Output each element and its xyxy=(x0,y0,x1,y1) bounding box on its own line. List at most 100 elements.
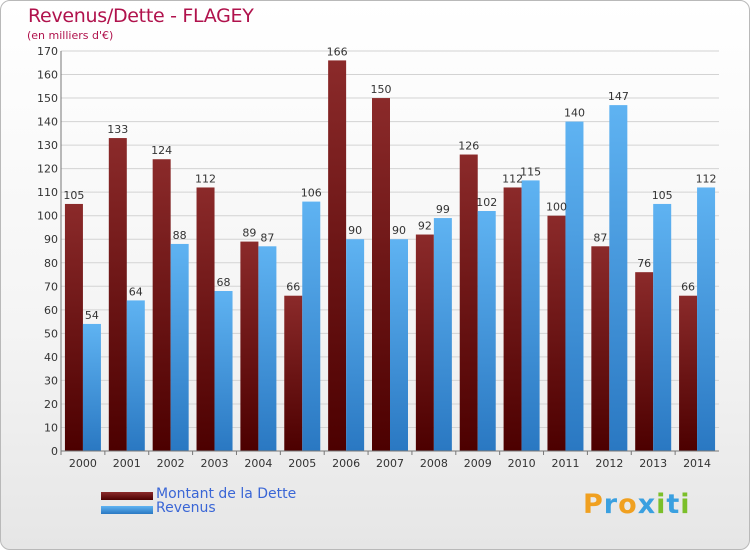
x-tick-label: 2000 xyxy=(69,457,97,470)
bar-dette xyxy=(547,215,566,451)
bar-revenus xyxy=(390,239,408,451)
data-label: 106 xyxy=(301,187,322,200)
data-label: 112 xyxy=(502,172,523,185)
logo-letter: P xyxy=(583,489,604,520)
y-tick-label: 10 xyxy=(44,421,58,434)
data-label: 112 xyxy=(195,172,216,185)
data-label: 124 xyxy=(151,144,172,157)
data-label: 99 xyxy=(436,203,450,216)
data-label: 76 xyxy=(637,257,651,270)
x-tick-labels: 2000 2001 2002 2003 2004 2005 2006 2007 2008 2009… xyxy=(60,451,711,470)
data-label: 87 xyxy=(260,231,274,244)
y-tick-label: 60 xyxy=(44,304,58,317)
x-tick-label: 2001 xyxy=(113,457,141,470)
data-label: 140 xyxy=(564,107,585,120)
bars xyxy=(64,60,716,452)
data-label: 66 xyxy=(681,281,695,294)
data-label: 150 xyxy=(371,83,392,96)
data-label: 68 xyxy=(217,276,231,289)
bar-dette xyxy=(459,154,478,451)
chart-subtitle: (en milliers d'€) xyxy=(27,29,114,42)
bar-dette xyxy=(591,246,610,451)
data-label: 66 xyxy=(286,281,300,294)
x-tick-label: 2003 xyxy=(201,457,229,470)
data-label: 133 xyxy=(107,123,128,136)
legend-label-dette: Montant de la Dette xyxy=(156,486,297,502)
y-tick-label: 140 xyxy=(37,116,58,129)
y-tick-label: 100 xyxy=(37,210,58,223)
bar-revenus xyxy=(126,300,145,451)
x-tick-label: 2014 xyxy=(683,457,711,470)
y-tick-label: 130 xyxy=(37,139,58,152)
bar-revenus xyxy=(477,211,496,451)
bar-revenus xyxy=(258,246,277,451)
data-label: 102 xyxy=(476,196,497,209)
y-tick-label: 90 xyxy=(44,233,58,246)
data-label: 147 xyxy=(608,90,629,103)
data-label: 166 xyxy=(327,45,348,58)
bar-revenus xyxy=(565,121,584,452)
data-label: 112 xyxy=(696,172,717,185)
x-tick-label: 2010 xyxy=(508,457,536,470)
y-tick-label: 80 xyxy=(44,257,58,270)
data-label: 90 xyxy=(392,224,406,237)
y-tick-label: 120 xyxy=(37,163,58,176)
y-tick-label: 50 xyxy=(44,327,58,340)
bar-dette xyxy=(196,187,215,451)
x-tick-label: 2002 xyxy=(157,457,185,470)
bar-dette xyxy=(152,159,171,451)
bar-dette xyxy=(503,187,522,451)
x-tick-label: 2011 xyxy=(551,457,579,470)
x-tick-label: 2004 xyxy=(244,457,272,470)
y-tick-label: 150 xyxy=(37,92,58,105)
data-label: 64 xyxy=(129,285,143,298)
bar-dette xyxy=(284,295,303,451)
data-label: 54 xyxy=(85,309,99,322)
bar-dette xyxy=(679,295,698,451)
logo-letter: o xyxy=(618,489,638,520)
bar-dette xyxy=(635,272,654,451)
y-tick-label: 70 xyxy=(44,280,58,293)
x-tick-label: 2012 xyxy=(595,457,623,470)
legend-label-revenus: Revenus xyxy=(156,500,216,516)
logo-letter: x xyxy=(637,489,657,520)
bar-revenus xyxy=(433,218,452,451)
bar-dette xyxy=(108,138,127,451)
bar-dette xyxy=(328,60,347,451)
bar-dette xyxy=(64,203,83,451)
y-tick-label: 160 xyxy=(37,69,58,82)
y-tick-labels: 0 10 20 30 40 50 60 70 80 90 100 110 120 130 140 150 160… xyxy=(37,45,58,458)
y-tick-label: 30 xyxy=(44,374,58,387)
data-label: 88 xyxy=(173,229,187,242)
bar-revenus xyxy=(302,201,321,451)
bar-revenus xyxy=(214,291,233,451)
data-label: 90 xyxy=(348,224,362,237)
x-tick-label: 2006 xyxy=(332,457,360,470)
chart-title: Revenus/Dette - FLAGEY xyxy=(28,5,254,27)
data-label: 105 xyxy=(652,189,673,202)
bar-revenus xyxy=(82,323,101,451)
data-label: 126 xyxy=(458,140,479,153)
bar-dette xyxy=(240,241,259,451)
data-label: 92 xyxy=(418,220,432,233)
bar-revenus xyxy=(521,180,540,452)
data-label: 115 xyxy=(520,165,541,178)
bar-dette xyxy=(372,98,390,451)
bar-revenus xyxy=(697,187,716,451)
legend-swatch-revenus xyxy=(101,506,153,514)
x-tick-label: 2007 xyxy=(376,457,404,470)
bar-revenus xyxy=(346,239,365,451)
logo-letter: r xyxy=(603,489,619,520)
bar-revenus xyxy=(170,243,189,451)
x-tick-label: 2013 xyxy=(639,457,667,470)
x-tick-label: 2009 xyxy=(464,457,492,470)
x-tick-label: 2008 xyxy=(420,457,448,470)
y-tick-label: 40 xyxy=(44,351,58,364)
proxiti-logo: Proxiti xyxy=(583,489,691,520)
data-labels: 105 54 133 64 124 88 112 68 89 87 66 106 166 90 150 90 9… xyxy=(63,45,716,322)
y-tick-label: 0 xyxy=(51,445,58,458)
data-label: 89 xyxy=(242,227,256,240)
axes xyxy=(60,51,719,452)
